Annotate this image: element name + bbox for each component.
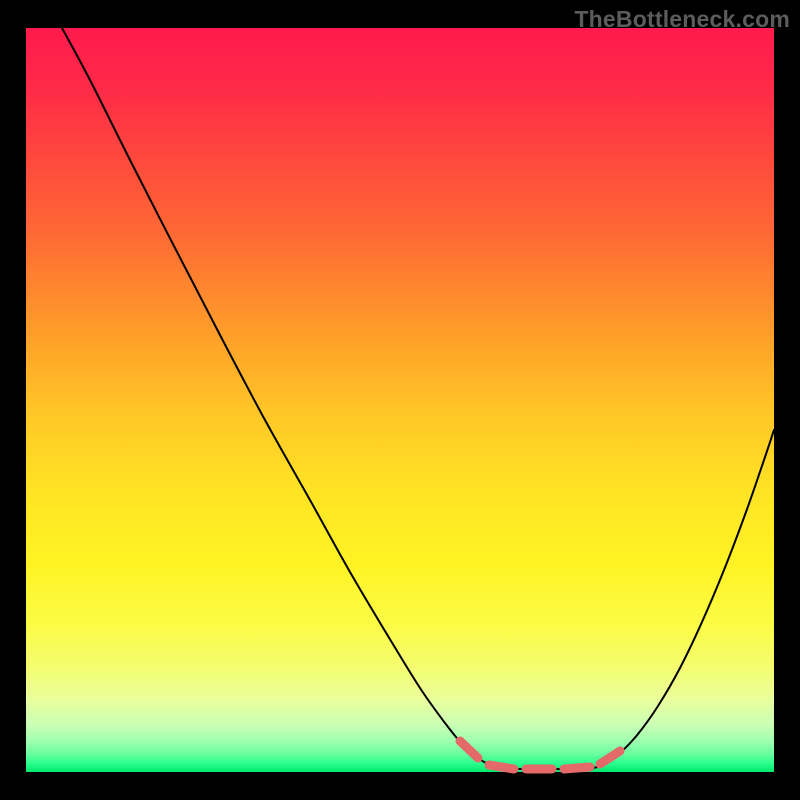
chart-stage: TheBottleneck.com bbox=[0, 0, 800, 800]
optimal-range-dash bbox=[489, 765, 514, 769]
bottleneck-chart-svg bbox=[0, 0, 800, 800]
optimal-range-dash bbox=[564, 767, 590, 769]
chart-gradient-background bbox=[26, 28, 774, 772]
watermark-label: TheBottleneck.com bbox=[574, 6, 790, 33]
